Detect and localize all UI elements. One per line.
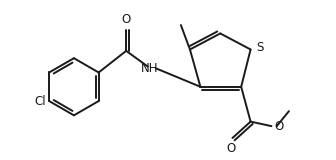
Text: Cl: Cl [34,95,46,108]
Text: S: S [256,41,263,54]
Text: O: O [122,13,131,26]
Text: O: O [274,120,284,133]
Text: NH: NH [141,62,158,75]
Text: O: O [226,142,235,155]
